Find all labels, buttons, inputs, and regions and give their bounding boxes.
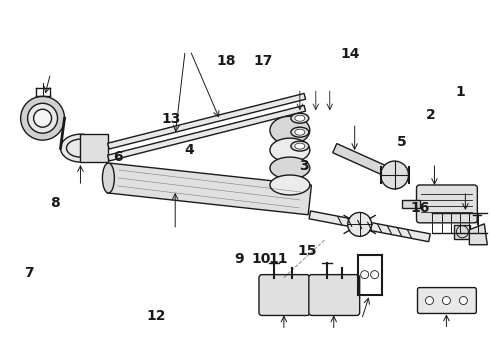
Ellipse shape [270, 157, 310, 179]
Circle shape [27, 103, 57, 133]
Ellipse shape [291, 113, 309, 123]
Polygon shape [454, 225, 470, 239]
Ellipse shape [270, 138, 310, 162]
Ellipse shape [291, 127, 309, 137]
Text: 7: 7 [24, 266, 34, 280]
Text: 17: 17 [254, 54, 273, 68]
Text: 9: 9 [234, 252, 244, 266]
Text: 2: 2 [426, 108, 436, 122]
Circle shape [456, 226, 468, 238]
Text: 12: 12 [147, 309, 166, 323]
Text: 10: 10 [251, 252, 270, 266]
Ellipse shape [270, 175, 310, 195]
Ellipse shape [102, 163, 114, 193]
Ellipse shape [291, 141, 309, 151]
Circle shape [370, 271, 379, 279]
Text: 14: 14 [341, 47, 360, 61]
Polygon shape [80, 134, 108, 162]
FancyBboxPatch shape [259, 275, 310, 315]
Polygon shape [108, 94, 306, 149]
Circle shape [425, 297, 434, 305]
Polygon shape [401, 200, 419, 208]
Ellipse shape [295, 129, 305, 135]
Circle shape [381, 161, 409, 189]
Text: 13: 13 [161, 112, 180, 126]
Circle shape [361, 271, 368, 279]
Circle shape [460, 297, 467, 305]
Ellipse shape [295, 143, 305, 149]
Polygon shape [108, 105, 306, 161]
Ellipse shape [67, 139, 95, 157]
Polygon shape [333, 144, 396, 180]
Text: 5: 5 [396, 135, 406, 149]
Text: 15: 15 [298, 244, 318, 258]
Text: 11: 11 [269, 252, 288, 266]
Text: 3: 3 [299, 159, 308, 173]
Ellipse shape [295, 115, 305, 121]
Polygon shape [309, 211, 430, 242]
Circle shape [34, 109, 51, 127]
Ellipse shape [61, 134, 100, 162]
Circle shape [21, 96, 65, 140]
Text: 8: 8 [50, 196, 60, 210]
Text: 4: 4 [184, 143, 194, 157]
FancyBboxPatch shape [309, 275, 360, 315]
Polygon shape [469, 224, 488, 245]
Text: 6: 6 [113, 150, 123, 164]
FancyBboxPatch shape [417, 288, 476, 314]
Text: 1: 1 [455, 85, 465, 99]
Polygon shape [107, 163, 312, 215]
Text: 18: 18 [217, 54, 236, 68]
Ellipse shape [270, 116, 310, 144]
Circle shape [442, 297, 450, 305]
Circle shape [348, 212, 371, 237]
Text: 16: 16 [410, 201, 430, 215]
FancyBboxPatch shape [416, 185, 477, 223]
